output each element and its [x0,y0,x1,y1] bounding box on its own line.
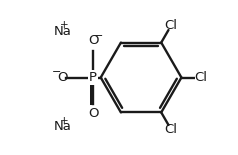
Text: −: − [94,31,103,41]
Text: O: O [57,71,68,84]
Text: Cl: Cl [165,19,178,32]
Text: O: O [88,34,98,47]
Text: O: O [88,107,98,120]
Text: +: + [60,116,69,126]
Text: Cl: Cl [165,123,178,136]
Text: Na: Na [54,120,71,133]
Text: −: − [52,67,62,77]
Text: P: P [89,71,97,84]
Text: Cl: Cl [195,71,208,84]
Text: +: + [60,20,69,30]
Text: Na: Na [54,25,71,38]
